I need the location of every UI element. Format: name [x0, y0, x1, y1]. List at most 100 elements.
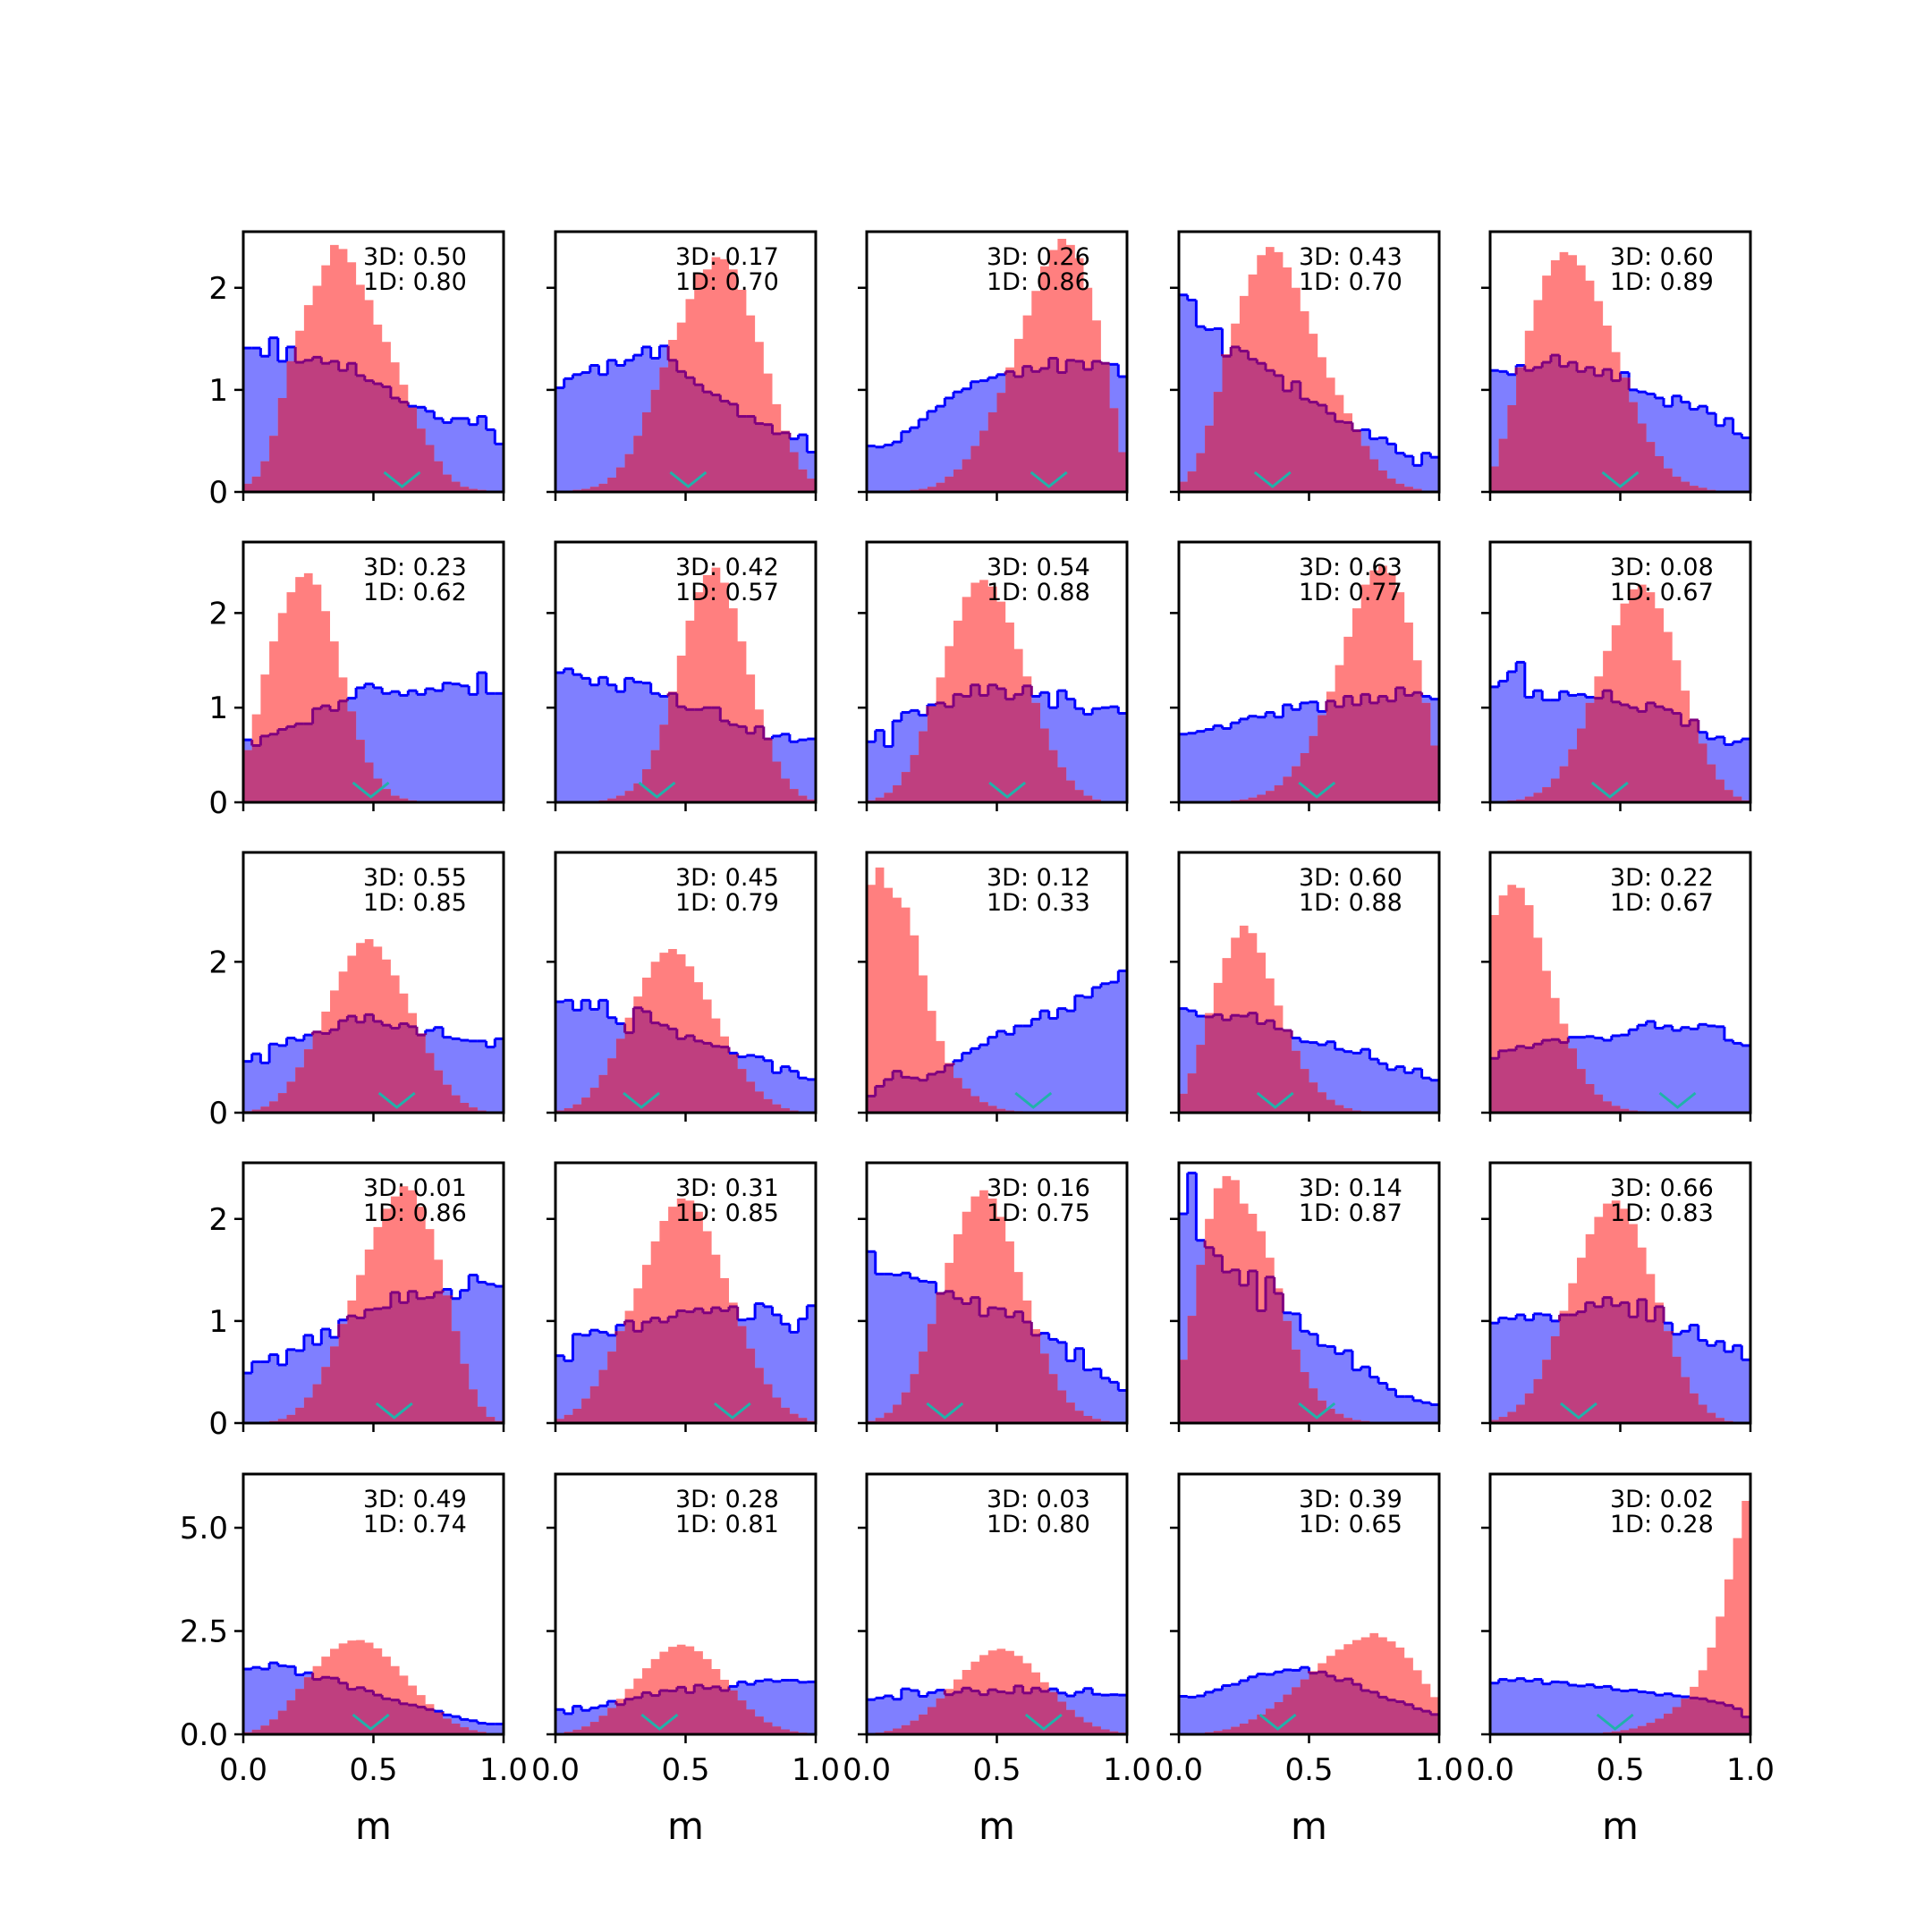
annotation-3d: 3D: 0.23 [363, 554, 467, 581]
x-tick-label: 0.5 [972, 1752, 1021, 1788]
overlap-histogram-fill [555, 360, 816, 492]
annotation-1d: 1D: 0.87 [1299, 1199, 1402, 1227]
annotation-1d: 1D: 0.85 [675, 1199, 779, 1227]
annotation-1d: 1D: 0.67 [1610, 889, 1714, 917]
annotation-1d: 1D: 0.80 [987, 1511, 1090, 1538]
annotation-1d: 1D: 0.28 [1610, 1511, 1714, 1538]
annotation-3d: 3D: 0.01 [363, 1174, 467, 1202]
annotation-3d: 3D: 0.66 [1610, 1174, 1714, 1202]
annotation-1d: 1D: 0.80 [363, 268, 467, 296]
y-tick-label: 0.0 [180, 1717, 228, 1753]
annotation-3d: 3D: 0.14 [1299, 1174, 1402, 1202]
marker-chevron [1658, 1091, 1697, 1109]
marker-chevron [988, 781, 1027, 799]
marker-chevron [1258, 1713, 1297, 1731]
overlap-histogram-fill [867, 1291, 1127, 1423]
overlap-histogram-fill [243, 1677, 504, 1734]
annotation-1d: 1D: 0.85 [363, 889, 467, 917]
annotation-1d: 1D: 0.89 [1610, 268, 1714, 296]
y-tick-label: 2.5 [180, 1614, 228, 1650]
annotation-1d: 1D: 0.57 [675, 579, 779, 606]
x-axis-label: m [1602, 1804, 1639, 1848]
annotation-3d: 3D: 0.60 [1299, 864, 1402, 892]
marker-chevron [1298, 781, 1336, 799]
annotation-3d: 3D: 0.26 [987, 243, 1090, 271]
x-axis-label: m [1291, 1804, 1327, 1848]
overlap-histogram-fill [1179, 1672, 1439, 1734]
annotation-3d: 3D: 0.49 [363, 1486, 467, 1513]
y-tick-label: 0 [208, 475, 228, 511]
x-tick-label: 1.0 [792, 1752, 840, 1788]
marker-chevron [375, 1402, 413, 1419]
x-tick-label: 1.0 [1415, 1752, 1463, 1788]
overlap-histogram-fill [243, 700, 504, 802]
y-tick-label: 0 [208, 1096, 228, 1131]
annotation-1d: 1D: 0.86 [987, 268, 1090, 296]
x-tick-label: 0.0 [531, 1752, 580, 1788]
annotation-3d: 3D: 0.28 [675, 1486, 779, 1513]
annotation-3d: 3D: 0.17 [675, 243, 779, 271]
y-tick-label: 1 [208, 691, 228, 726]
marker-chevron [1256, 1091, 1294, 1109]
annotation-3d: 3D: 0.63 [1299, 554, 1402, 581]
x-axis-label: m [979, 1804, 1015, 1848]
annotation-3d: 3D: 0.45 [675, 864, 779, 892]
y-tick-label: 1 [208, 1304, 228, 1340]
marker-chevron [1024, 1713, 1063, 1731]
x-tick-label: 0.5 [1284, 1752, 1333, 1788]
annotation-1d: 1D: 0.86 [363, 1199, 467, 1227]
overlap-histogram-fill [1179, 346, 1439, 492]
annotation-3d: 3D: 0.12 [987, 864, 1090, 892]
x-tick-label: 1.0 [1726, 1752, 1775, 1788]
overlap-histogram-fill [1179, 687, 1439, 802]
marker-chevron [926, 1402, 964, 1419]
annotation-1d: 1D: 0.70 [1299, 268, 1402, 296]
overlap-histogram-fill [1490, 1297, 1750, 1423]
annotation-3d: 3D: 0.08 [1610, 554, 1714, 581]
annotation-3d: 3D: 0.55 [363, 864, 467, 892]
x-tick-label: 0.5 [349, 1752, 397, 1788]
y-tick-label: 5.0 [180, 1511, 228, 1546]
x-tick-label: 0.0 [843, 1752, 891, 1788]
x-tick-label: 0.0 [1155, 1752, 1203, 1788]
annotation-1d: 1D: 0.65 [1299, 1511, 1402, 1538]
overlap-histogram-fill [243, 1291, 504, 1423]
marker-chevron [1253, 470, 1292, 488]
annotation-3d: 3D: 0.43 [1299, 243, 1402, 271]
annotation-1d: 1D: 0.88 [987, 579, 1090, 606]
x-tick-label: 0.0 [219, 1752, 267, 1788]
annotation-1d: 1D: 0.70 [675, 268, 779, 296]
marker-chevron [1601, 470, 1640, 488]
overlap-histogram-fill [1179, 1247, 1439, 1423]
annotation-3d: 3D: 0.03 [987, 1486, 1090, 1513]
overlap-histogram-fill [1490, 1698, 1750, 1734]
annotation-3d: 3D: 0.60 [1610, 243, 1714, 271]
overlap-histogram-fill [867, 1064, 1127, 1113]
y-tick-label: 1 [208, 373, 228, 409]
y-tick-label: 2 [208, 1202, 228, 1238]
marker-chevron [638, 781, 676, 799]
annotation-3d: 3D: 0.54 [987, 554, 1090, 581]
annotation-3d: 3D: 0.16 [987, 1174, 1090, 1202]
marker-chevron [1298, 1402, 1336, 1419]
overlap-histogram-fill [1490, 355, 1750, 492]
annotation-3d: 3D: 0.39 [1299, 1486, 1402, 1513]
annotation-1d: 1D: 0.88 [1299, 889, 1402, 917]
overlap-histogram-fill [867, 684, 1127, 802]
